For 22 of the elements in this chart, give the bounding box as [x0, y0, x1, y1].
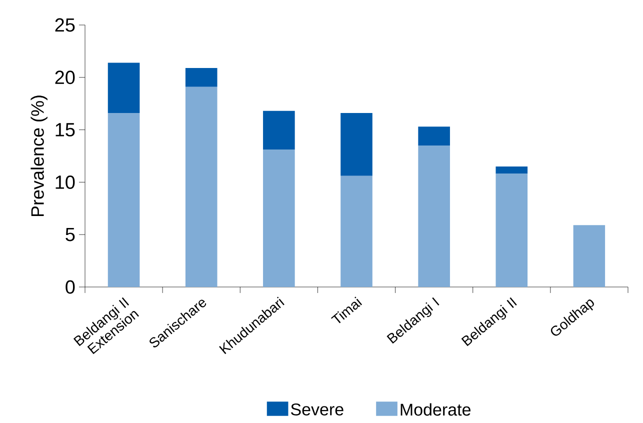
y-tick-label: 25 [55, 18, 75, 32]
bar [340, 113, 372, 176]
bar [108, 62, 140, 114]
bar [108, 113, 140, 287]
y-tick-label: 15 [56, 123, 75, 136]
bar [263, 150, 295, 287]
y-tick-label: 0 [66, 280, 75, 294]
y-tick-label: 5 [66, 228, 75, 242]
bar [496, 166, 528, 174]
bar [418, 146, 450, 287]
legend-label: Moderate [400, 403, 470, 416]
bar [496, 174, 528, 287]
bar [185, 86, 218, 287]
bar [185, 68, 218, 87]
y-axis-title: Prevalence (%) [30, 96, 48, 216]
bar [418, 126, 450, 146]
bar [263, 110, 295, 150]
bar [340, 176, 372, 287]
legend-label: Severe [291, 403, 344, 416]
y-tick-label: 10 [56, 175, 75, 189]
y-tick-label: 20 [55, 70, 75, 84]
bar [573, 225, 606, 287]
